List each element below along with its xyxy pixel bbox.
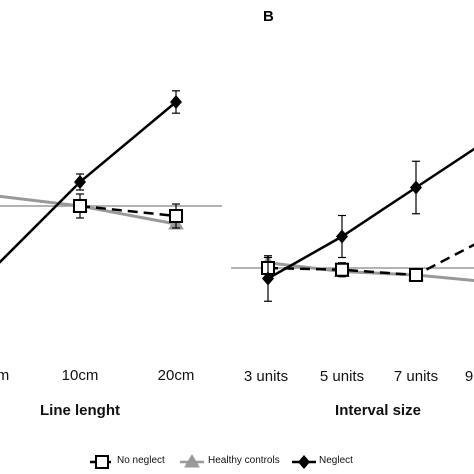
data-point [336,229,348,244]
legend-marker [184,454,200,468]
data-point [410,180,422,195]
x-tick-label: 20cm [157,367,195,384]
series-line [267,243,474,277]
series-line [267,261,474,282]
data-point [262,271,274,286]
x-tick-label: 10cm [61,367,99,384]
x-tick-label: 5 units [319,368,365,385]
data-point [170,95,182,109]
series-line [0,194,177,226]
legend-label-neglect: Neglect [319,455,353,466]
series-line [0,101,177,264]
data-point [409,268,423,282]
data-point [74,175,86,189]
legend-marker [298,455,310,469]
x-tick-label: 3 units [243,368,289,385]
legend-label-healthy-controls: Healthy controls [208,455,280,466]
x-tick-label: 7 units [393,368,439,385]
legend-label-no-neglect: No neglect [117,455,165,466]
legend-marker [95,455,109,469]
x-axis-title: Interval size [335,402,421,419]
x-tick-label: m [0,367,10,384]
series-line [267,147,474,280]
panel-letter-b: B [263,8,274,25]
data-point [335,262,349,277]
data-point [73,199,87,213]
x-tick-label: 9 [464,368,474,385]
data-point [169,209,183,223]
x-axis-title: Line lenght [40,402,120,419]
series-line [79,204,177,218]
